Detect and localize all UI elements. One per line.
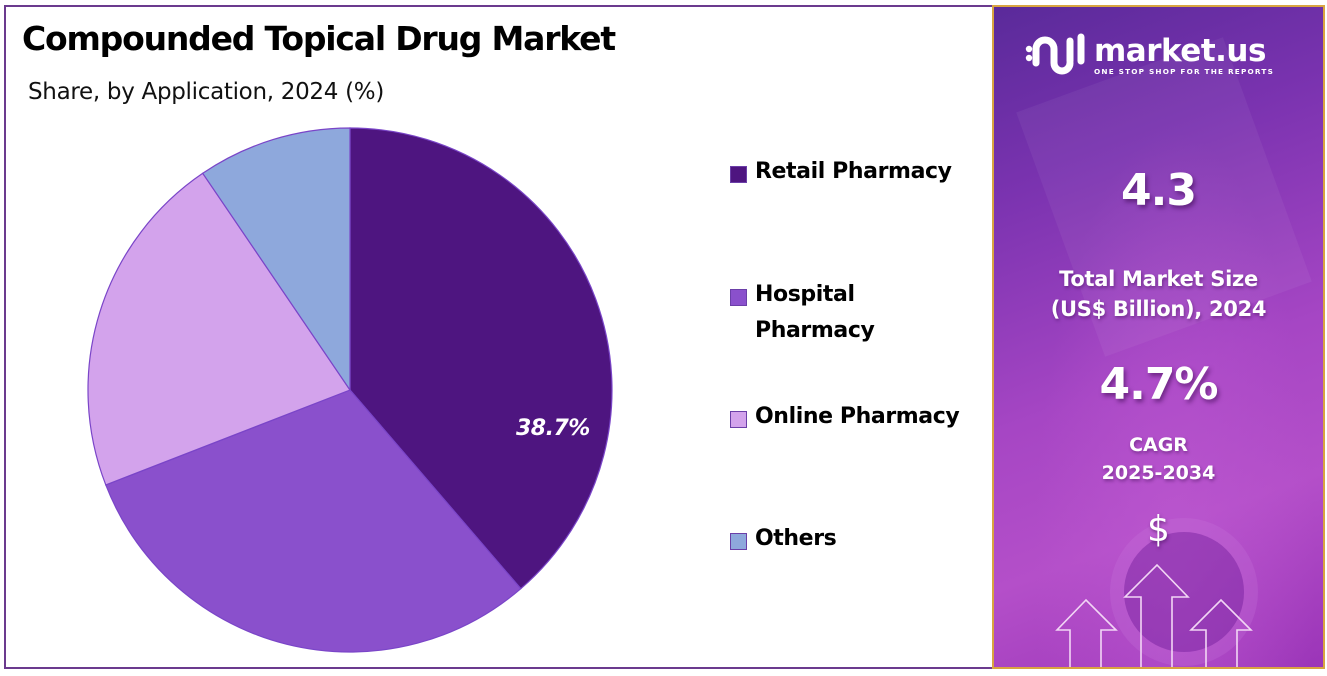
legend-label: Online Pharmacy xyxy=(755,404,960,429)
legend-swatch-icon xyxy=(730,411,747,428)
legend-swatch-icon xyxy=(730,533,747,550)
legend-item-others[interactable]: Others xyxy=(730,526,837,557)
cagr-value: 4.7% xyxy=(1099,359,1218,410)
slice-label-retail-pharmacy: 38.7% xyxy=(516,416,590,441)
market-us-logo-icon xyxy=(1024,27,1086,84)
brand-name: market.us xyxy=(1094,32,1266,69)
legend-label: Others xyxy=(755,526,837,551)
market-size-value: 4.3 xyxy=(1121,165,1197,216)
brand-logo[interactable]: market.us ONE STOP SHOP FOR THE REPORTS xyxy=(1024,27,1274,84)
chart-title: Compounded Topical Drug Market xyxy=(22,19,616,58)
growth-arrows-icon xyxy=(1054,563,1264,667)
brand-tagline: ONE STOP SHOP FOR THE REPORTS xyxy=(1094,66,1275,76)
cagr-label: CAGR 2025-2034 xyxy=(1101,434,1216,484)
pie-chart-svg xyxy=(87,127,613,653)
pie-chart: 38.7% xyxy=(80,120,620,660)
legend-label: Hospital Pharmacy xyxy=(755,282,875,343)
summary-sidebar: market.us ONE STOP SHOP FOR THE REPORTS … xyxy=(992,5,1325,669)
market-size-label: Total Market Size (US$ Billion), 2024 xyxy=(1050,267,1267,321)
legend-swatch-icon xyxy=(730,166,747,183)
legend-item-online-pharmacy[interactable]: Online Pharmacy xyxy=(730,404,960,435)
legend-item-hospital-pharmacy[interactable]: Hospital Pharmacy xyxy=(730,282,875,349)
legend-label: Retail Pharmacy xyxy=(755,159,952,184)
pie-slice-others[interactable] xyxy=(201,127,351,392)
legend-swatch-icon xyxy=(730,289,747,306)
pie-slice-retail-pharmacy[interactable] xyxy=(349,127,613,590)
legend-item-retail-pharmacy[interactable]: Retail Pharmacy xyxy=(730,159,952,190)
pie-slice-hospital-pharmacy[interactable] xyxy=(105,389,522,653)
chart-subtitle: Share, by Application, 2024 (%) xyxy=(28,79,384,105)
pie-slice-online-pharmacy[interactable] xyxy=(87,172,351,486)
dollar-icon: $ xyxy=(1147,509,1170,550)
